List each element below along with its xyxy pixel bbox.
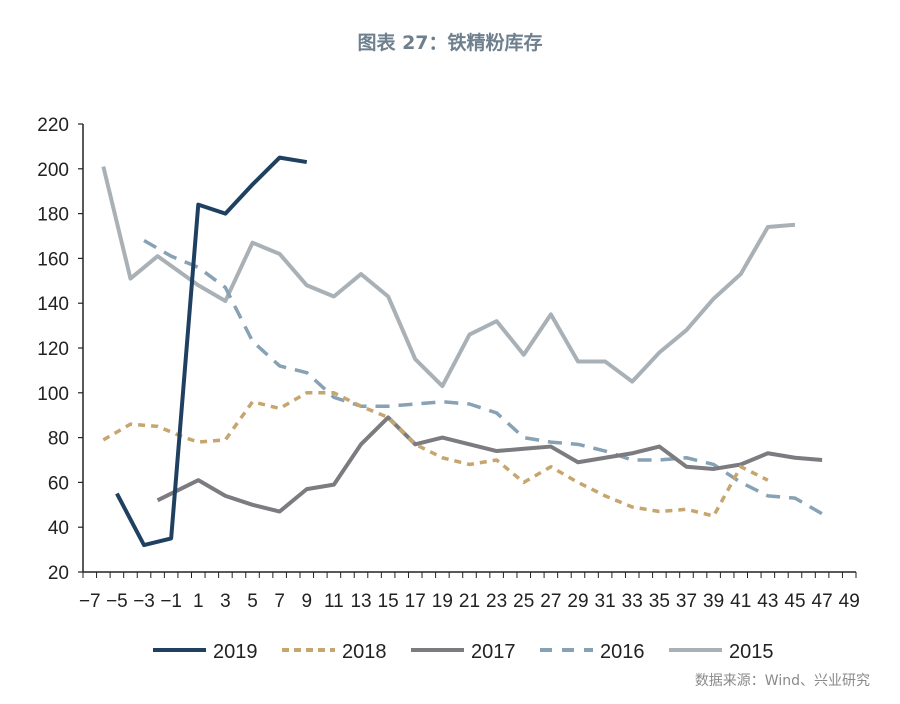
x-tick-label: −3 (133, 591, 155, 612)
y-tick-label: 220 (37, 115, 69, 136)
legend-label-2015: 2015 (729, 641, 774, 663)
x-tick-label: −7 (79, 591, 101, 612)
x-tick-label: 49 (839, 591, 860, 612)
x-tick-label: 29 (567, 591, 588, 612)
series-line-2019 (115, 155, 308, 548)
x-tick-label: 43 (757, 591, 778, 612)
legend-label-2016: 2016 (600, 641, 645, 663)
x-tick-label: −5 (106, 591, 128, 612)
y-tick-label: 200 (37, 160, 69, 181)
series-line-2015 (101, 166, 796, 389)
x-tick-label: 1 (193, 591, 204, 612)
x-tick-label: 39 (703, 591, 724, 612)
y-tick-label: 80 (48, 429, 69, 450)
x-tick-label: 31 (595, 591, 616, 612)
x-tick-label: −1 (160, 591, 182, 612)
x-tick-label: 19 (432, 591, 453, 612)
x-tick-label: 47 (812, 591, 833, 612)
series-line-2018 (102, 391, 769, 518)
x-tick-label: 7 (274, 591, 285, 612)
x-tick-label: 21 (459, 591, 480, 612)
y-tick-label: 180 (37, 205, 69, 226)
x-tick-label: 45 (784, 591, 805, 612)
y-tick-label: 140 (37, 294, 69, 315)
x-tick-label: 5 (247, 591, 258, 612)
x-tick-label: 37 (676, 591, 697, 612)
x-tick-label: 23 (486, 591, 507, 612)
x-tick-label: 17 (405, 591, 426, 612)
x-tick-label: 35 (649, 591, 670, 612)
y-tick-label: 20 (48, 563, 69, 584)
source-note: 数据来源：Wind、兴业研究 (694, 673, 870, 689)
chart-title: 图表 27：铁精粉库存 (357, 32, 543, 54)
y-tick-label: 60 (48, 473, 69, 494)
x-tick-label: 25 (513, 591, 534, 612)
x-tick-label: 3 (220, 591, 231, 612)
y-tick-label: 160 (37, 249, 69, 270)
x-tick-label: 27 (540, 591, 561, 612)
x-tick-label: 33 (622, 591, 643, 612)
y-tick-label: 120 (37, 339, 69, 360)
legend-label-2017: 2017 (471, 641, 516, 663)
series-line-2016 (143, 238, 823, 516)
x-tick-label: 9 (301, 591, 312, 612)
legend-label-2018: 2018 (342, 641, 387, 663)
x-tick-label: 13 (350, 591, 371, 612)
y-tick-label: 40 (48, 518, 69, 539)
x-tick-label: 41 (730, 591, 751, 612)
x-tick-label: 11 (324, 591, 344, 612)
y-tick-label: 100 (37, 384, 69, 405)
legend-label-2019: 2019 (213, 641, 258, 663)
series-line-2017 (156, 415, 823, 514)
x-tick-label: 15 (378, 591, 399, 612)
